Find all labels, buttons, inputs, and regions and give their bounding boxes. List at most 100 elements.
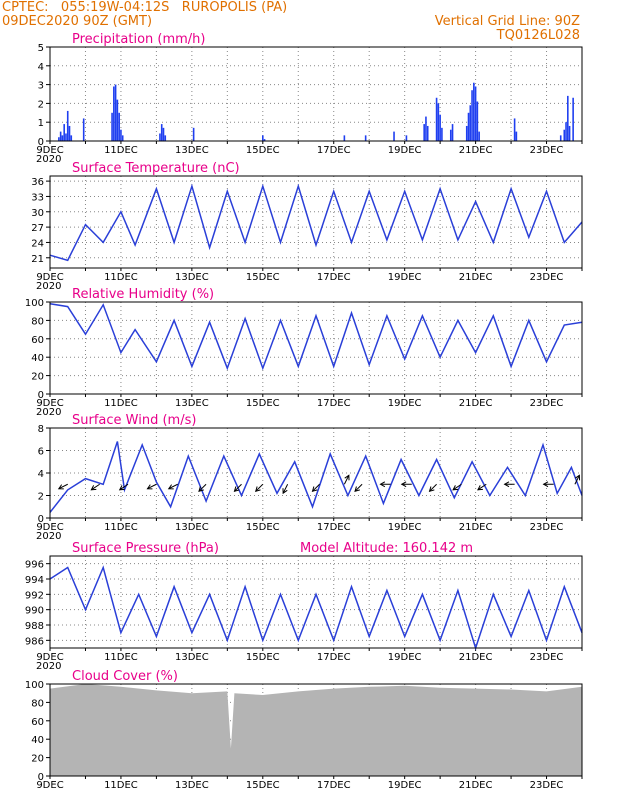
wind-arrow-head bbox=[354, 486, 360, 493]
wind-arrow-head bbox=[233, 486, 240, 493]
wind-arrow bbox=[354, 483, 363, 492]
wind-arrow-head bbox=[452, 485, 459, 491]
precip-bar bbox=[451, 124, 454, 141]
precip-bar bbox=[70, 135, 73, 141]
wind-arrow-head bbox=[90, 485, 97, 491]
wind-arrow bbox=[255, 483, 264, 492]
x-year-label: 2020 bbox=[36, 407, 61, 418]
x-tick-label: 21DEC bbox=[459, 272, 493, 283]
y-tick-label: 3 bbox=[38, 81, 44, 92]
wind-arrow-head bbox=[379, 481, 386, 488]
x-tick-label: 21DEC bbox=[459, 145, 493, 156]
series-line-temp bbox=[49, 183, 583, 262]
y-tick-label: 5 bbox=[38, 43, 44, 54]
x-tick-label: 9DEC bbox=[36, 522, 63, 533]
panel-title: Cloud Cover (%) bbox=[72, 669, 178, 684]
y-tick-label: 80 bbox=[31, 698, 44, 709]
y-tick-label: 36 bbox=[31, 177, 44, 188]
precip-bar bbox=[465, 125, 468, 141]
x-tick-label: 23DEC bbox=[530, 522, 564, 533]
precip-bar bbox=[114, 84, 117, 141]
y-tick-label: 0 bbox=[38, 772, 44, 783]
panel-title: Surface Pressure (hPa) bbox=[72, 541, 219, 556]
precip-bar bbox=[441, 127, 443, 141]
precip-bar bbox=[82, 118, 85, 141]
x-tick-label: 17DEC bbox=[317, 780, 351, 791]
wind-arrow bbox=[91, 483, 100, 491]
y-tick-label: 80 bbox=[31, 316, 44, 327]
y-tick-label: 27 bbox=[31, 223, 44, 234]
precip-bar bbox=[567, 95, 569, 141]
precip-bar bbox=[160, 124, 163, 141]
x-tick-label: 9DEC bbox=[36, 145, 63, 156]
panel-title: Surface Wind (m/s) bbox=[72, 413, 196, 428]
precip-bar bbox=[65, 133, 67, 141]
y-tick-label: 60 bbox=[31, 717, 44, 728]
precip-bar bbox=[559, 135, 562, 141]
y-tick-label: 8 bbox=[38, 424, 44, 435]
x-tick-label: 15DEC bbox=[246, 272, 280, 283]
y-tick-label: 992 bbox=[25, 590, 44, 601]
panel-frame bbox=[49, 555, 583, 649]
precip-bar bbox=[449, 129, 452, 141]
x-tick-label: 17DEC bbox=[317, 398, 351, 409]
precip-bar bbox=[425, 116, 427, 141]
x-tick-label: 11DEC bbox=[104, 522, 138, 533]
y-tick-label: 4 bbox=[38, 469, 44, 480]
x-tick-label: 9DEC bbox=[36, 652, 63, 663]
precip-bar bbox=[262, 135, 264, 141]
x-tick-label: 17DEC bbox=[317, 652, 351, 663]
precip-bar bbox=[162, 127, 165, 141]
precip-bar bbox=[469, 105, 472, 141]
precip-bar bbox=[364, 135, 367, 141]
x-tick-label: 11DEC bbox=[104, 398, 138, 409]
precip-bar bbox=[435, 97, 438, 141]
y-tick-label: 100 bbox=[25, 680, 44, 691]
wind-arrow bbox=[477, 483, 487, 491]
panel-title: Precipitation (mm/h) bbox=[72, 32, 205, 47]
precip-bar bbox=[66, 110, 69, 141]
x-tick-label: 19DEC bbox=[388, 398, 422, 409]
precip-bar bbox=[192, 127, 195, 141]
x-year-label: 2020 bbox=[36, 281, 61, 292]
y-tick-label: 1 bbox=[38, 118, 44, 129]
precip-bar bbox=[572, 97, 574, 141]
x-tick-label: 21DEC bbox=[459, 522, 493, 533]
y-tick-label: 988 bbox=[25, 621, 44, 632]
precip-bar bbox=[121, 135, 124, 141]
x-tick-label: 13DEC bbox=[175, 272, 209, 283]
y-tick-label: 20 bbox=[31, 754, 44, 765]
precip-bar bbox=[473, 82, 475, 141]
series-line-rh bbox=[49, 303, 583, 371]
wind-arrow-head bbox=[311, 486, 318, 493]
x-tick-label: 15DEC bbox=[246, 652, 280, 663]
precip-bar bbox=[405, 135, 408, 141]
x-tick-label: 17DEC bbox=[317, 145, 351, 156]
precip-bar bbox=[159, 133, 161, 141]
x-tick-label: 11DEC bbox=[104, 780, 138, 791]
series-line-press bbox=[49, 565, 583, 651]
wind-arrow-head bbox=[282, 488, 288, 495]
x-tick-label: 21DEC bbox=[459, 398, 493, 409]
y-tick-label: 986 bbox=[25, 636, 44, 647]
precip-bar bbox=[478, 131, 480, 141]
panel-cloud: Cloud Cover (%) 0 20 40 60 80 100 9DEC 11DEC 13DE… bbox=[25, 669, 583, 791]
x-tick-label: 11DEC bbox=[104, 145, 138, 156]
precip-bar bbox=[120, 129, 122, 141]
precip-bar bbox=[467, 112, 470, 141]
precip-bar bbox=[568, 125, 571, 141]
x-year-label: 2020 bbox=[36, 531, 61, 542]
precip-bar bbox=[423, 124, 425, 141]
precip-bar bbox=[59, 131, 62, 141]
precip-bar bbox=[343, 135, 346, 141]
y-tick-label: 0 bbox=[38, 137, 44, 148]
precip-bar bbox=[476, 101, 479, 141]
wind-arrow-head bbox=[477, 485, 483, 491]
precip-bar bbox=[63, 124, 65, 141]
wind-arrow bbox=[234, 483, 242, 492]
y-tick-label: 100 bbox=[25, 298, 44, 309]
x-tick-label: 15DEC bbox=[246, 398, 280, 409]
precip-bar bbox=[118, 112, 120, 141]
panel-rh: Relative Humidity (%) 0 20 40 60 80 100 9DEC 11D… bbox=[25, 287, 583, 418]
x-tick-label: 19DEC bbox=[388, 652, 422, 663]
